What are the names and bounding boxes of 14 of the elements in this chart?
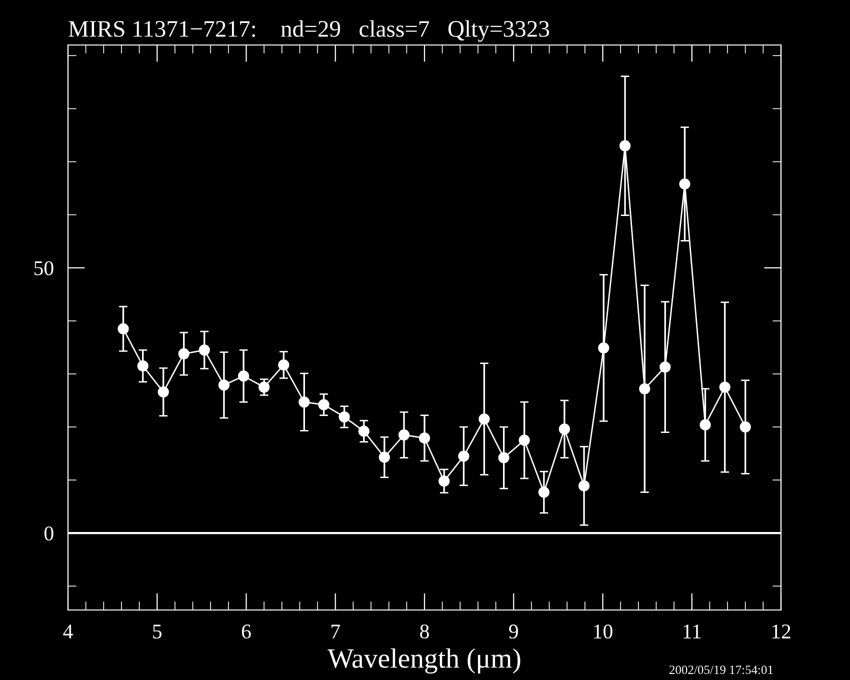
x-tick-label: 11 bbox=[684, 624, 701, 638]
y-tick-label: 0 bbox=[44, 526, 54, 541]
text: 2002/05/19 17:54:01 bbox=[670, 666, 773, 674]
x-tick-label: 9 bbox=[509, 624, 518, 639]
x-tick-label: 8 bbox=[420, 624, 429, 639]
y-tick-label: 50 bbox=[34, 261, 54, 276]
x-tick-label: 10 bbox=[594, 624, 612, 639]
x-axis-title: Wavelength (μm) bbox=[328, 648, 520, 674]
x-tick-label: 4 bbox=[63, 624, 73, 638]
x-tick-label: 12 bbox=[772, 624, 790, 638]
x-tick-label: 5 bbox=[153, 624, 162, 639]
x-tick-label: 6 bbox=[242, 624, 251, 639]
chart-title: MIRS 11371−7217: nd=29 class=7 Qlty=3323 bbox=[68, 20, 550, 42]
x-tick-label: 7 bbox=[332, 624, 340, 638]
